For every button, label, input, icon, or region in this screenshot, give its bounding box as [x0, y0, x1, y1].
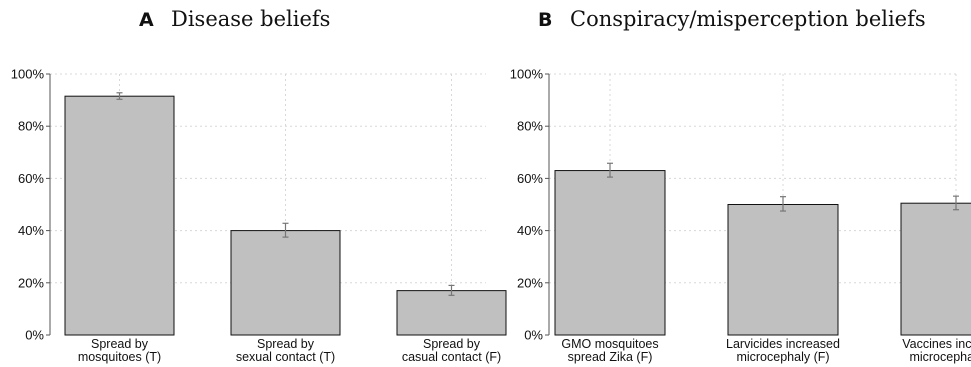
panel-b-letter: B [538, 9, 552, 31]
category-label: sexual contact (T) [236, 350, 335, 364]
category-label: microcephaly (F) [909, 350, 971, 364]
category-label: Spread by [91, 337, 149, 351]
category-label: casual contact (F) [402, 350, 501, 364]
panel-a-letter: A [139, 9, 154, 31]
bar [64, 95, 175, 336]
category-label: Vaccines increased [902, 337, 971, 351]
y-tick-label: 20% [18, 275, 44, 290]
panel-b-title: Conspiracy/misperception beliefs [570, 7, 926, 31]
category-label: Spread by [257, 337, 315, 351]
panel-a-disease-beliefs: A Disease beliefs 0% 20% 40% 60% 80% 100% Spre… [11, 7, 507, 364]
category-label: spread Zika (F) [568, 350, 653, 364]
y-tick-label: 20% [517, 275, 543, 290]
y-tick-label: 100% [11, 67, 45, 82]
y-tick-label: 40% [517, 223, 543, 238]
y-tick-label: 0% [524, 328, 543, 343]
panel-b-conspiracy-beliefs: B Conspiracy/misperception beliefs 0% 20%… [510, 7, 971, 364]
category-label: microcephaly (F) [736, 350, 829, 364]
category-label: mosquitoes (T) [78, 350, 161, 364]
panel-a-title: Disease beliefs [171, 7, 330, 31]
bar [727, 204, 839, 336]
category-label: Larvicides increased [726, 337, 840, 351]
category-label: Spread by [423, 337, 481, 351]
bar [396, 290, 507, 336]
y-tick-label: 80% [517, 119, 543, 134]
y-tick-label: 40% [18, 223, 44, 238]
bar [554, 170, 666, 336]
y-tick-label: 80% [18, 119, 44, 134]
category-label: GMO mosquitoes [561, 337, 658, 351]
y-tick-label: 100% [510, 67, 544, 82]
y-tick-label: 60% [517, 171, 543, 186]
y-tick-label: 0% [25, 328, 44, 343]
y-tick-label: 60% [18, 171, 44, 186]
bar [900, 202, 971, 336]
bar [230, 230, 341, 336]
